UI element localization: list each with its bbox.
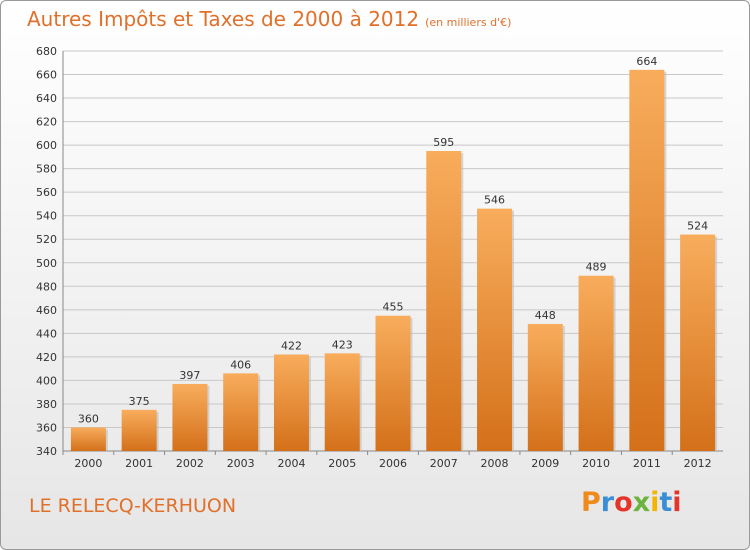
data-label: 406	[230, 358, 251, 371]
y-tick-label: 600	[36, 139, 57, 152]
bar	[477, 208, 513, 451]
bar	[375, 315, 411, 451]
bar	[223, 373, 259, 451]
bar	[121, 409, 157, 451]
data-label: 546	[484, 194, 505, 207]
x-tick-label: 2002	[176, 457, 204, 470]
y-tick-label: 480	[36, 280, 57, 293]
bar	[680, 234, 716, 451]
y-tick-label: 420	[36, 351, 57, 364]
logo-letter: t	[659, 487, 673, 518]
data-label: 360	[78, 412, 99, 425]
y-tick-label: 400	[36, 374, 57, 387]
y-tick-label: 380	[36, 398, 57, 411]
place-name: LE RELECQ-KERHUON	[29, 495, 237, 517]
y-tick-label: 500	[36, 257, 57, 270]
x-tick-label: 2004	[277, 457, 305, 470]
y-tick-label: 460	[36, 304, 57, 317]
logo-letter: i	[672, 487, 682, 518]
x-tick-label: 2001	[125, 457, 153, 470]
bar	[324, 353, 360, 451]
y-tick-label: 560	[36, 186, 57, 199]
bar	[273, 354, 309, 451]
logo-letter: i	[650, 487, 660, 518]
logo-letter: x	[632, 487, 651, 518]
x-tick-label: 2009	[531, 457, 559, 470]
y-tick-label: 580	[36, 163, 57, 176]
logo-letter: r	[600, 487, 615, 518]
y-tick-label: 660	[36, 69, 57, 82]
y-tick-label: 540	[36, 210, 57, 223]
data-label: 455	[383, 301, 404, 314]
bar	[426, 151, 462, 451]
y-tick-label: 360	[36, 421, 57, 434]
data-label: 397	[179, 369, 200, 382]
data-label: 489	[586, 261, 607, 274]
chart-title-text: Autres Impôts et Taxes de 2000 à 2012	[27, 7, 420, 31]
data-label: 664	[636, 55, 657, 68]
data-label: 524	[687, 220, 708, 233]
x-tick-label: 2000	[74, 457, 102, 470]
data-label: 595	[433, 136, 454, 149]
x-tick-label: 2012	[684, 457, 712, 470]
x-tick-label: 2007	[430, 457, 458, 470]
x-tick-label: 2003	[227, 457, 255, 470]
x-tick-label: 2006	[379, 457, 407, 470]
y-tick-label: 680	[36, 45, 57, 58]
y-tick-label: 440	[36, 327, 57, 340]
y-tick-label: 340	[36, 445, 57, 458]
proxiti-logo: Proxiti	[581, 487, 682, 518]
data-label: 448	[535, 309, 556, 322]
x-tick-label: 2005	[328, 457, 356, 470]
y-tick-label: 640	[36, 92, 57, 105]
bar	[629, 69, 665, 451]
bar	[172, 383, 208, 451]
data-label: 422	[281, 340, 302, 353]
logo-letter: P	[581, 487, 601, 518]
bar	[578, 275, 614, 451]
x-tick-label: 2010	[582, 457, 610, 470]
x-tick-label: 2011	[633, 457, 661, 470]
x-tick-label: 2008	[481, 457, 509, 470]
bar	[70, 427, 106, 451]
y-tick-label: 520	[36, 233, 57, 246]
y-tick-label: 620	[36, 116, 57, 129]
bar	[527, 323, 563, 451]
data-label: 423	[332, 338, 353, 351]
chart-unit: (en milliers d'€)	[425, 16, 512, 29]
logo-letter: o	[614, 487, 633, 518]
data-label: 375	[129, 395, 150, 408]
chart-title: Autres Impôts et Taxes de 2000 à 2012 (en…	[27, 7, 511, 31]
